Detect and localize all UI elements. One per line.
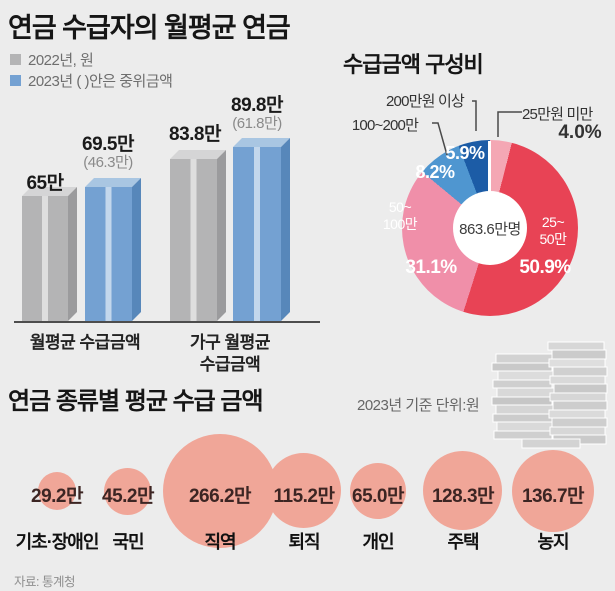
bubble-occupational bbox=[163, 434, 277, 548]
donut-pct-250k-500k: 50.9% bbox=[519, 257, 571, 278]
donut-leader-lines bbox=[432, 100, 522, 156]
bubble-category-label: 직역 bbox=[204, 532, 236, 552]
donut-range-line1: 50~ bbox=[388, 199, 412, 215]
bubble-farmland bbox=[512, 450, 594, 532]
bar-chart-axis bbox=[14, 321, 320, 323]
legend-item-2023 bbox=[10, 73, 21, 91]
donut-range-500k-1m: 50~ 100만 bbox=[374, 199, 426, 233]
donut-range-line1: 25~ bbox=[541, 214, 565, 230]
legend-item-2022 bbox=[10, 52, 21, 70]
bubble-category-label: 퇴직 bbox=[288, 532, 320, 552]
bar-front-face bbox=[233, 147, 281, 321]
bar-value-label: 69.5만 bbox=[82, 134, 134, 155]
bubble-chart-subtitle: 2023년 기준 단위:원 bbox=[357, 397, 480, 414]
source-label: 자료: 통계청 bbox=[14, 575, 75, 589]
bar-chart-title: 연금 수급자의 월평균 연금 bbox=[8, 13, 291, 43]
bar-median-label: (46.3만) bbox=[83, 154, 133, 171]
bar-side-face bbox=[68, 187, 77, 321]
bar-value-label: 65만 bbox=[26, 173, 64, 194]
legend-label-2023: 2023년 ( )안은 중위금액 bbox=[28, 73, 173, 90]
bubble-value-label: 136.7만 bbox=[521, 486, 585, 507]
bar-median-label: (61.8만) bbox=[232, 115, 282, 132]
bar-side-face bbox=[281, 138, 290, 321]
bar-2023-household-average bbox=[233, 138, 290, 321]
donut-pct-under-250k: 4.0% bbox=[558, 122, 602, 143]
donut-label-under-250k: 25만원 미만 bbox=[522, 106, 593, 123]
legend-label-2022: 2022년, 원 bbox=[28, 52, 94, 69]
bubble-value-label: 128.3만 bbox=[431, 486, 495, 507]
donut-hole: 863.6만명 bbox=[453, 191, 527, 265]
bar-front-face bbox=[22, 196, 68, 321]
bar-top-face bbox=[22, 187, 77, 196]
money-stacks-illustration bbox=[491, 341, 608, 449]
bubble-personal bbox=[350, 463, 406, 519]
bubble-value-label: 45.2만 bbox=[102, 486, 154, 507]
bubble-category-label: 주택 bbox=[447, 532, 479, 552]
bubble-category-label: 개인 bbox=[362, 532, 394, 552]
bubble-value-label: 266.2만 bbox=[188, 486, 252, 507]
bar-value-label: 83.8만 bbox=[169, 124, 221, 145]
bubble-national bbox=[104, 468, 151, 515]
bubble-category-label: 농지 bbox=[537, 532, 569, 552]
donut-slice-divider bbox=[488, 141, 491, 192]
bubble-category-label: 기초·장애인 bbox=[15, 532, 100, 552]
donut-pct-1m-2m: 8.2% bbox=[415, 162, 455, 182]
bubble-category-label: 국민 bbox=[112, 532, 144, 552]
donut-label-1m-2m: 100~200만 bbox=[351, 117, 419, 134]
bubble-value-label: 115.2만 bbox=[273, 486, 335, 507]
legend-swatch-2022 bbox=[10, 54, 21, 65]
bar-2022-household-average bbox=[170, 150, 226, 321]
bubble-chart-title: 연금 종류별 평균 수급 금액 bbox=[8, 388, 264, 415]
bar-2023-monthly-average bbox=[85, 178, 141, 321]
bar-value-label: 89.8만 bbox=[231, 95, 283, 116]
donut-range-line2: 100만 bbox=[382, 216, 418, 232]
donut-chart-title: 수급금액 구성비 bbox=[343, 52, 484, 77]
category-label-household-line1: 가구 월평균 bbox=[190, 333, 270, 352]
bar-top-face bbox=[233, 138, 290, 147]
bubble-retirement bbox=[266, 453, 341, 528]
bar-side-face bbox=[132, 178, 141, 321]
donut-range-250k-500k: 25~ 50만 bbox=[527, 214, 579, 248]
bar-top-face bbox=[170, 150, 226, 159]
bubble-value-label: 29.2만 bbox=[31, 486, 83, 507]
donut-pct-over-2m: 5.9% bbox=[445, 143, 485, 163]
legend-swatch-2023 bbox=[10, 75, 21, 86]
bubble-value-label: 65.0만 bbox=[352, 486, 404, 507]
donut-label-over-2m: 200만원 이상 bbox=[386, 93, 465, 110]
donut-center-label: 863.6만명 bbox=[459, 220, 521, 238]
bar-front-face bbox=[170, 159, 217, 321]
bar-2022-monthly-average bbox=[22, 187, 77, 321]
bubble-basic-disability bbox=[38, 472, 76, 510]
donut-range-line2: 50만 bbox=[539, 231, 567, 247]
bar-top-face bbox=[85, 178, 141, 187]
bar-side-face bbox=[217, 150, 226, 321]
bar-front-face bbox=[85, 187, 132, 321]
bubble-housing bbox=[423, 451, 502, 530]
donut-pct-500k-1m: 31.1% bbox=[405, 257, 457, 278]
category-label-monthly-average: 월평균 수급금액 bbox=[29, 333, 141, 352]
category-label-household-line2: 수급금액 bbox=[199, 355, 261, 374]
